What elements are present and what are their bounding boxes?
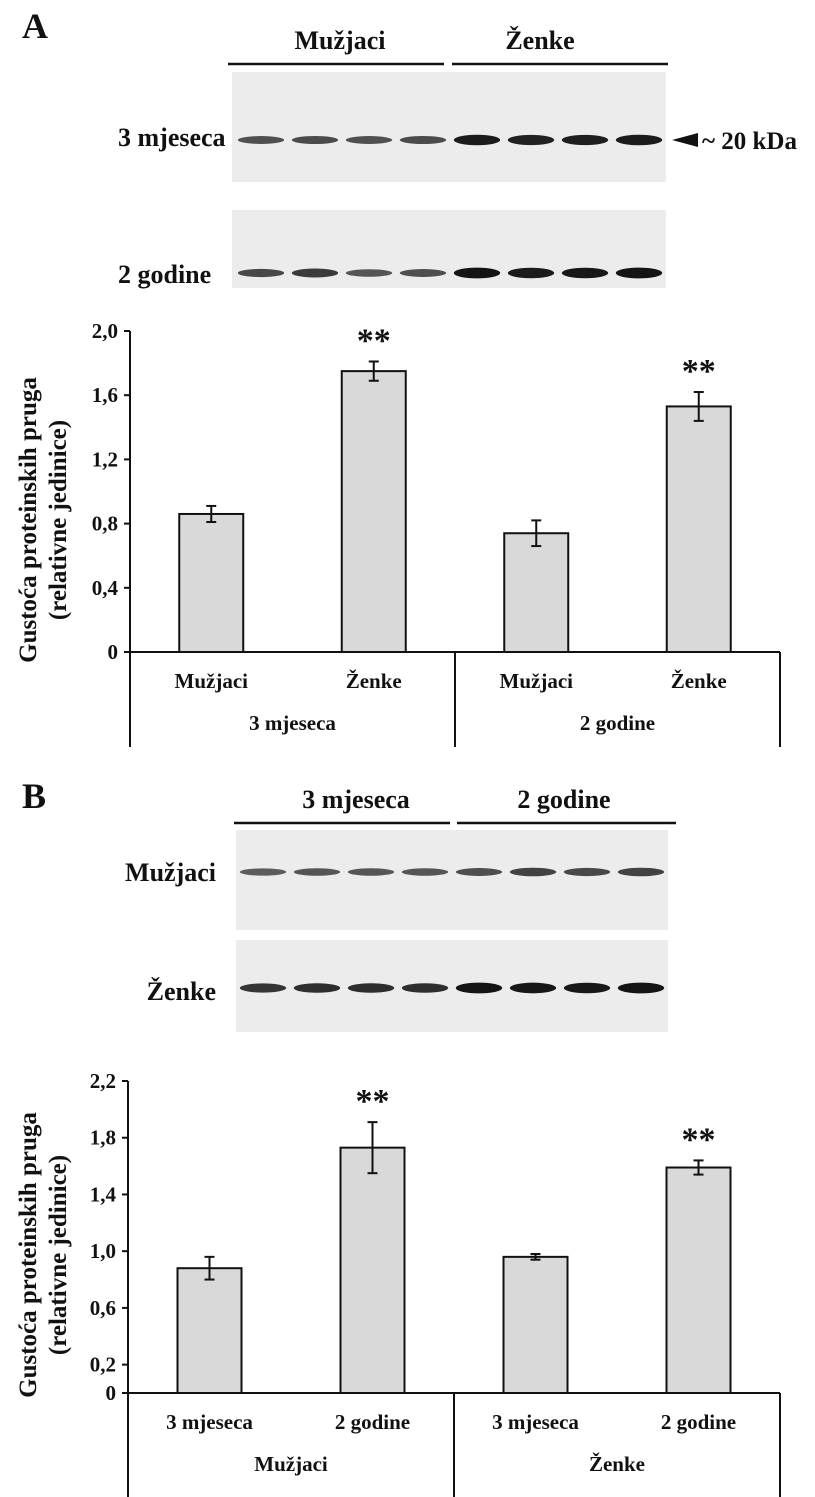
chart-b-significance-4: ** <box>682 1121 716 1158</box>
chart-a-category-label-4: Ženke <box>671 669 727 693</box>
blot-b-row2-band-2 <box>293 983 341 993</box>
panel-a: A Mužjaci Ženke 3 mjeseca 2 godine ~ 20 … <box>15 6 797 747</box>
blot-a-row2-label: 2 godine <box>118 260 211 289</box>
blot-b-row1-label: Mužjaci <box>125 858 216 887</box>
chart-a-ytick-label: 1,2 <box>92 447 118 471</box>
chart-b-group-label-2: Ženke <box>589 1452 645 1476</box>
blot-a-row1-band-1 <box>237 136 285 144</box>
chart-a-ytick-label: 0,4 <box>92 576 119 600</box>
chart-b-category-label-4: 2 godine <box>661 1410 736 1434</box>
chart-a-ytick-label: 2,0 <box>92 319 118 343</box>
chart-b-bar-3 <box>502 1255 569 1394</box>
chart-b: Gustoća proteinskih pruga (relativne jed… <box>15 1069 781 1497</box>
chart-a-group-label-1: 3 mjeseca <box>249 711 336 735</box>
panel-b-letter: B <box>22 776 46 816</box>
chart-b-ylabel-line2: (relativne jedinice) <box>45 1155 72 1355</box>
chart-a-group-label-2: 2 godine <box>580 711 655 735</box>
chart-a-ylabel-line2: (relativne jedinice) <box>45 420 72 620</box>
chart-a-ytick-label: 0 <box>108 640 119 664</box>
chart-b-bar-1 <box>176 1267 243 1394</box>
blot-b-row1-bands <box>239 867 665 877</box>
chart-b-category-label-2: 2 godine <box>335 1410 410 1434</box>
chart-b-significance-2: ** <box>356 1083 390 1120</box>
blot-b-row1-membrane <box>236 830 668 930</box>
blot-b-row2-band-8 <box>617 982 665 994</box>
blot-a-row1-band-6 <box>507 134 555 146</box>
chart-b-ytick-label: 1,4 <box>90 1182 117 1206</box>
blot-b-row2-band-1 <box>239 983 287 993</box>
blot-a-row1-band-2 <box>291 135 339 145</box>
blot-b-row2-band-6 <box>509 982 557 994</box>
chart-a-category-label-3: Mužjaci <box>500 669 574 693</box>
blot-b-row1-band-5 <box>455 868 503 876</box>
blot-a-row2-bands <box>237 267 663 279</box>
chart-b-ytick-label: 0,2 <box>90 1353 116 1377</box>
chart-a: Gustoća proteinskih pruga (relativne jed… <box>15 319 781 747</box>
blot-b-row2-band-4 <box>401 983 449 993</box>
panel-a-letter: A <box>22 6 48 46</box>
chart-a-category-label-2: Ženke <box>346 669 402 693</box>
blot-a-row2-band-1 <box>237 268 285 278</box>
blot-b-row2-label: Ženke <box>147 977 216 1006</box>
chart-b-ytick-label: 0 <box>106 1381 117 1405</box>
chart-b-ytick-label: 1,8 <box>90 1126 116 1150</box>
blot-a-row1-band-4 <box>399 135 447 145</box>
blot-a-row1-label: 3 mjeseca <box>118 123 226 152</box>
blot-a-row1-band-3 <box>345 136 393 144</box>
chart-b-ytick-label: 0,6 <box>90 1296 116 1320</box>
blot-b-row2-band-3 <box>347 983 395 993</box>
chart-a-ylabel-line1: Gustoća proteinskih pruga <box>15 377 42 663</box>
chart-b-bar-2 <box>339 1146 406 1394</box>
blot-b-row2-band-7 <box>563 982 611 994</box>
blot-b-group2-label: 2 godine <box>517 785 610 814</box>
chart-a-bar-3 <box>503 532 570 653</box>
chart-a-bar-1 <box>178 512 245 653</box>
blot-b-row1-band-8 <box>617 867 665 877</box>
chart-b-ytick-label: 1,0 <box>90 1239 116 1263</box>
chart-a-bar-2 <box>340 370 407 653</box>
chart-b-ylabel-line1: Gustoća proteinskih pruga <box>15 1112 42 1398</box>
blot-a-row2-band-7 <box>561 267 609 279</box>
chart-a-significance-4: ** <box>682 353 716 390</box>
chart-a-significance-2: ** <box>357 322 391 359</box>
blot-a-row1-band-7 <box>561 134 609 146</box>
chart-b-category-label-3: 3 mjeseca <box>492 1410 579 1434</box>
blot-b-row1-band-6 <box>509 867 557 877</box>
chart-a-ytick-label: 1,6 <box>92 383 118 407</box>
blot-a-group2-label: Ženke <box>505 26 574 55</box>
chart-a-ytick-label: 0,8 <box>92 512 118 536</box>
blot-b-row1-band-7 <box>563 867 611 877</box>
blot-b-row2-bands <box>239 982 665 994</box>
panel-b: B 3 mjeseca 2 godine Mužjaci Ženke Gusto… <box>15 776 781 1497</box>
blot-a-row1-membrane <box>232 72 666 182</box>
blot-a-row2-band-2 <box>291 268 339 278</box>
blot-a-row1-bands <box>237 134 663 146</box>
blot-a-row2-band-4 <box>399 269 447 277</box>
blot-a-group1-label: Mužjaci <box>295 26 386 55</box>
blot-b-row1-band-1 <box>239 868 287 876</box>
blot-a-row2-band-6 <box>507 267 555 279</box>
marker-arrow-icon <box>672 133 698 147</box>
marker-label: ~ 20 kDa <box>702 128 797 155</box>
blot-a-row2-band-3 <box>345 269 393 277</box>
chart-b-category-label-1: 3 mjeseca <box>166 1410 253 1434</box>
blot-b-row1-band-4 <box>401 868 449 876</box>
blot-a-row2-band-8 <box>615 267 663 279</box>
blot-b-group1-label: 3 mjeseca <box>302 785 410 814</box>
blot-b-row1-band-3 <box>347 868 395 876</box>
chart-a-bar-4 <box>665 405 732 653</box>
blot-a-row1-band-8 <box>615 134 663 146</box>
chart-a-category-label-1: Mužjaci <box>175 669 249 693</box>
chart-b-group-label-1: Mužjaci <box>254 1452 328 1476</box>
chart-b-ytick-label: 2,2 <box>90 1069 116 1093</box>
blot-b-row2-band-5 <box>455 982 503 994</box>
blot-b-row1-band-2 <box>293 868 341 876</box>
blot-a-row1-band-5 <box>453 134 501 146</box>
blot-a-row2-band-5 <box>453 267 501 279</box>
chart-b-bar-4 <box>665 1166 732 1394</box>
